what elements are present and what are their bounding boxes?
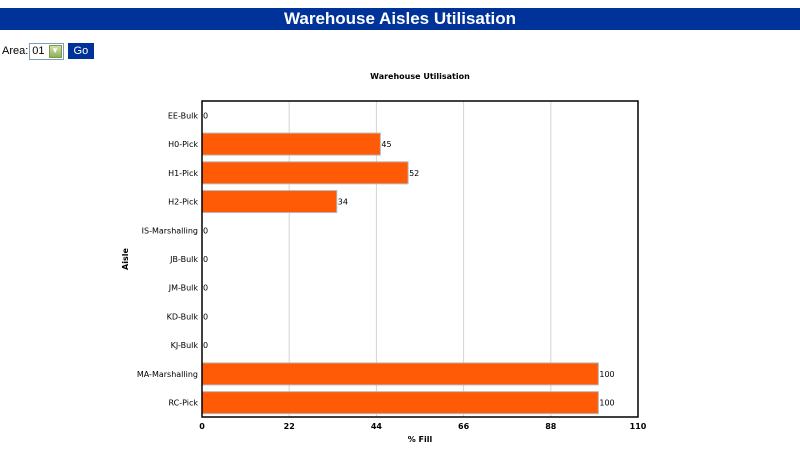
bar-value-label: 45 — [381, 140, 391, 149]
category-label: JM-Bulk — [168, 284, 199, 293]
bar-value-label: 100 — [599, 370, 614, 379]
bar-value-label: 0 — [203, 312, 208, 321]
category-label: KD-Bulk — [167, 312, 199, 321]
category-label: JB-Bulk — [169, 255, 198, 264]
area-label: Area: — [2, 45, 29, 57]
chart-bars — [201, 132, 599, 415]
category-labels: EE-Bulk H0-Pick H1-Pick H2-Pick IS-Marshalli… — [137, 111, 199, 407]
category-label: RC-Pick — [168, 399, 198, 408]
page-title: Warehouse Aisles Utilisation — [283, 9, 517, 28]
category-label: IS-Marshalling — [142, 226, 198, 235]
bar-value-label: 0 — [203, 255, 208, 264]
bar-value-label: 34 — [338, 198, 348, 207]
category-label: MA-Marshalling — [137, 370, 198, 379]
page-title-banner: Warehouse Aisles Utilisation — [0, 8, 800, 30]
bar-value-label: 0 — [203, 226, 208, 235]
bar — [201, 391, 599, 415]
x-tick-labels: 0 22 44 66 88 110 — [199, 422, 647, 431]
go-button[interactable]: Go — [67, 43, 95, 59]
category-label: KJ-Bulk — [171, 341, 199, 350]
x-tick-label: 66 — [458, 422, 470, 431]
bar-value-label: 0 — [203, 111, 208, 120]
area-filter: Area: 01 ▼ Go — [2, 42, 95, 60]
x-axis-title: % Fill — [408, 435, 433, 444]
category-label: H2-Pick — [168, 198, 198, 207]
bar — [201, 362, 599, 386]
x-tick-label: 110 — [630, 422, 647, 431]
x-tick-label: 0 — [199, 422, 205, 431]
bar — [201, 161, 409, 185]
x-tick-label: 88 — [545, 422, 557, 431]
area-select-value: 01 — [32, 45, 45, 57]
chart-title: Warehouse Utilisation — [370, 72, 470, 81]
x-tick-label: 22 — [284, 422, 295, 431]
bar-value-label: 100 — [599, 399, 614, 408]
bar-value-label: 0 — [203, 284, 208, 293]
bar-value-label: 0 — [203, 341, 208, 350]
bar-value-label: 52 — [409, 169, 419, 178]
category-label: EE-Bulk — [168, 111, 198, 120]
y-axis-title: Aisle — [121, 248, 130, 270]
area-select[interactable]: 01 ▼ — [29, 42, 64, 60]
x-tick-label: 44 — [371, 422, 383, 431]
bar — [201, 132, 381, 156]
category-label: H0-Pick — [168, 140, 198, 149]
plot-area — [201, 100, 639, 418]
value-labels: 0 45 52 34 0 0 0 0 0 100 100 — [203, 111, 615, 407]
category-label: H1-Pick — [168, 169, 198, 178]
dropdown-arrow-icon[interactable]: ▼ — [48, 44, 62, 58]
bar — [201, 190, 338, 214]
